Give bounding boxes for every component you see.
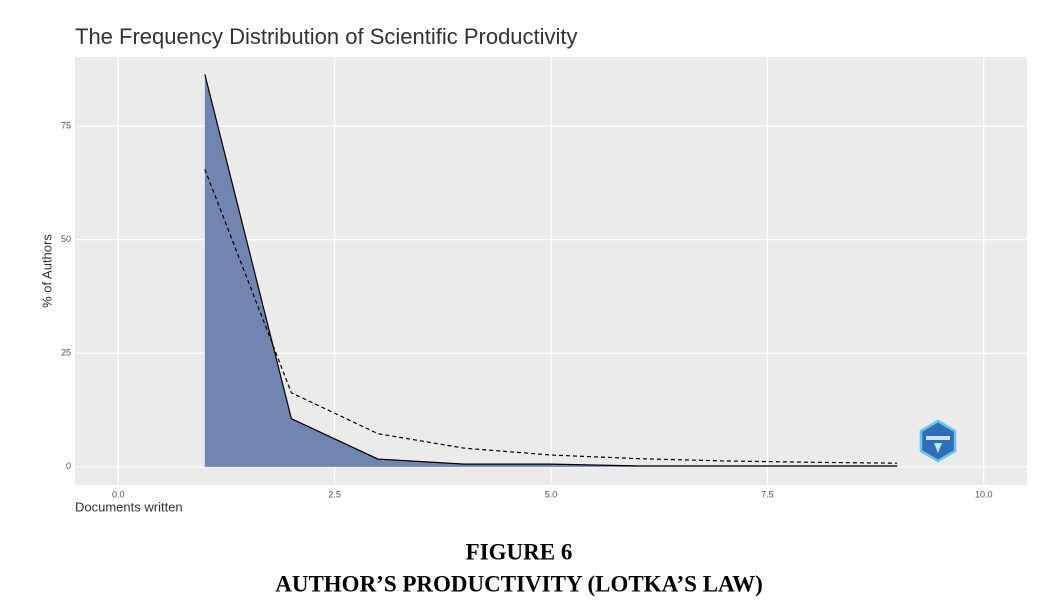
line	[204, 74, 898, 467]
y-tick-label: 50	[61, 234, 71, 244]
x-axis-label: Documents written	[75, 499, 183, 514]
x-tick-label: 0.0	[112, 489, 125, 499]
x-tick-label: 5.0	[545, 489, 558, 499]
y-tick-label: 25	[61, 348, 71, 358]
chart-title: The Frequency Distribution of Scientific…	[75, 24, 578, 49]
y-tick-label: 75	[61, 120, 71, 130]
x-tick-label: 2.5	[328, 489, 341, 499]
y-tick-label: 0	[66, 461, 71, 471]
figure-caption: AUTHOR’S PRODUCTIVITY (LOTKA’S LAW)	[275, 571, 763, 596]
area	[204, 74, 898, 467]
x-tick-label: 10.0	[975, 489, 993, 499]
figure-number: FIGURE 6	[466, 539, 573, 564]
x-tick-label: 7.5	[761, 489, 774, 499]
logo	[919, 419, 957, 463]
y-axis-label: % of Authors	[39, 234, 54, 308]
